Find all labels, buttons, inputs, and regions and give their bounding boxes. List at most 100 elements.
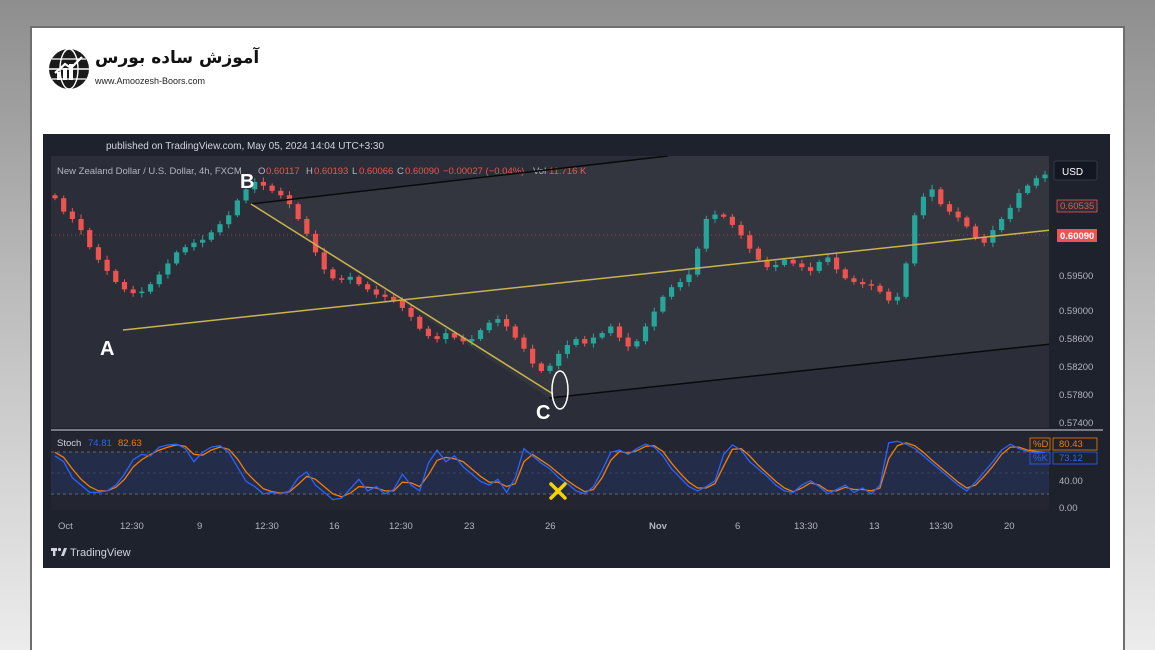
candle-bearish (747, 235, 753, 249)
channel-lower-line[interactable] (548, 343, 1051, 399)
candle-bullish (564, 344, 570, 354)
candle-bullish (486, 322, 492, 331)
candle-bullish (573, 339, 579, 345)
price-tick: 0.57400 (1059, 418, 1093, 429)
candle-bearish (52, 195, 58, 199)
stoch-d-axis-tag (1029, 437, 1051, 451)
point-c-label: C (536, 402, 550, 424)
symbol-label: New Zealand Dollar / U.S. Dollar, 4h, FX… (57, 166, 242, 177)
time-tick: 20 (1004, 521, 1015, 532)
globe-chart-icon (49, 48, 89, 90)
candle-bearish (260, 181, 267, 186)
c-point-highlight (551, 370, 569, 410)
stoch-d-series (54, 442, 1046, 498)
candle-bearish (833, 257, 840, 270)
stoch-d-legend-value: 82.63 (118, 438, 142, 449)
candle-bullish (217, 224, 223, 233)
candle-bearish (886, 291, 892, 301)
candle-bearish (955, 211, 961, 218)
candle-bearish (981, 237, 987, 243)
price-tick: 0.59500 (1059, 271, 1093, 282)
candles-layer (52, 170, 1048, 374)
low-value: 0.60066 (359, 166, 393, 177)
stoch-d-value-box (1052, 437, 1098, 451)
currency-button-label: USD (1062, 167, 1083, 178)
candle-bearish (408, 307, 414, 317)
drawings-layer[interactable] (122, 156, 1051, 410)
currency-button[interactable] (1053, 160, 1098, 181)
candle-bullish (139, 291, 145, 294)
candle-bullish (825, 257, 831, 262)
high-price-label-box (1056, 199, 1098, 213)
candle-bullish (165, 263, 171, 275)
time-tick: 12:30 (389, 521, 413, 532)
candle-bearish (87, 230, 93, 248)
tradingview-logo-icon (51, 547, 67, 556)
candle-bullish (634, 341, 640, 347)
candle-bearish (972, 226, 979, 238)
bc-trendline[interactable] (250, 203, 554, 395)
high-label: H (306, 166, 313, 177)
candle-bullish (712, 214, 718, 219)
candle-bullish (686, 274, 692, 282)
candle-bearish (269, 185, 275, 191)
time-tick: 13 (869, 521, 880, 532)
time-axis[interactable]: Oct 12:30 9 12:30 16 12:30 23 26 Nov 6 1… (58, 521, 1015, 532)
crossover-marker-icon (549, 482, 567, 500)
candle-bullish (816, 261, 822, 271)
ac-trendline[interactable] (122, 229, 1051, 331)
tradingview-logo[interactable]: TradingView (51, 547, 131, 559)
candle-bearish (451, 333, 458, 338)
price-axis[interactable]: USD 0.60535 0.60090 0.59500 0.59000 0.58… (1053, 160, 1098, 429)
change-value: −0.00027 (−0.04%) (443, 166, 524, 177)
candle-bullish (651, 311, 657, 327)
close-label: C (397, 166, 404, 177)
stoch-k-legend-value: 74.81 (88, 438, 112, 449)
channel-fill (251, 156, 1049, 398)
time-tick: 26 (545, 521, 556, 532)
stoch-tick: 0.00 (1059, 503, 1078, 514)
last-price-label-box (1057, 229, 1097, 242)
candle-bullish (556, 353, 562, 366)
low-label: L (352, 166, 357, 177)
tradingview-chart-panel[interactable]: published on TradingView.com, May 05, 20… (43, 134, 1110, 568)
tradingview-wordmark: TradingView (70, 547, 131, 559)
candle-bearish (729, 216, 735, 225)
time-tick: 9 (197, 521, 202, 532)
open-label: O (258, 166, 265, 177)
candle-bearish (738, 224, 744, 236)
candle-bearish (61, 198, 67, 212)
candle-bearish (946, 204, 953, 212)
candle-bearish (113, 270, 119, 282)
price-tick: 0.58600 (1059, 334, 1093, 345)
time-tick: 13:30 (794, 521, 818, 532)
chart-canvas[interactable]: published on TradingView.com, May 05, 20… (43, 134, 1110, 568)
candle-bullish (920, 196, 927, 216)
candle-bearish (417, 316, 423, 329)
candle-bearish (521, 337, 527, 349)
candle-bearish (512, 326, 518, 338)
time-tick: 6 (735, 521, 740, 532)
candle-bullish (243, 189, 249, 201)
candle-bullish (226, 215, 232, 225)
time-tick: Oct (58, 521, 73, 532)
candle-bullish (903, 263, 909, 297)
candle-bullish (590, 337, 597, 344)
candle-bullish (668, 287, 675, 297)
candle-bearish (755, 248, 762, 260)
channel-upper-line[interactable] (250, 156, 669, 205)
point-a-label: A (100, 338, 114, 360)
time-tick: 12:30 (255, 521, 279, 532)
candle-bearish (69, 211, 75, 219)
candle-bearish (964, 217, 970, 227)
price-tick: 0.57800 (1059, 390, 1093, 401)
candle-bullish (599, 333, 605, 338)
stoch-d-axis-label: %D (1033, 439, 1048, 450)
candle-bearish (365, 284, 371, 290)
stoch-tick: 40.00 (1059, 476, 1083, 487)
candle-bearish (330, 269, 336, 279)
candle-bullish (147, 284, 154, 292)
candle-bullish (234, 200, 240, 216)
candle-bearish (373, 289, 379, 295)
candle-bearish (278, 190, 284, 196)
